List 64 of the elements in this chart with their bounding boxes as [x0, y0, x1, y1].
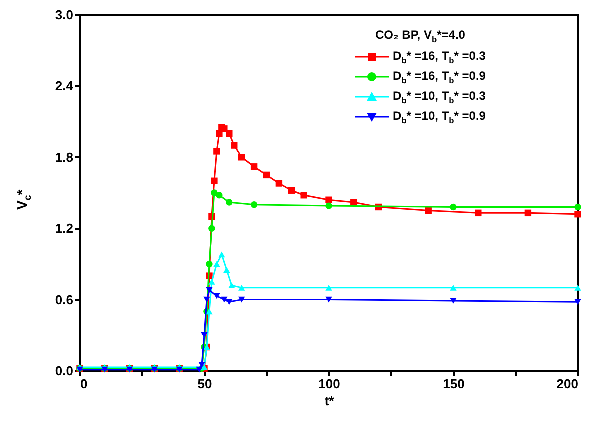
- point: [226, 130, 233, 138]
- x-tick-label: 100: [318, 376, 340, 392]
- point: [211, 178, 218, 184]
- point: [574, 299, 582, 306]
- point: [216, 192, 223, 199]
- y-tick-label: 0.6: [55, 292, 74, 308]
- point: [206, 260, 213, 268]
- point: [326, 296, 332, 303]
- point: [450, 285, 457, 291]
- x-axis-title: t*: [324, 394, 336, 408]
- y-tick-label: 3.0: [55, 8, 74, 22]
- legend-label: D$_{b}$* =16, T$_{b}$* =0.3: [393, 49, 486, 66]
- point: [250, 202, 258, 208]
- point: [238, 154, 246, 161]
- x-tick-label: 50: [198, 376, 212, 392]
- point: [196, 366, 203, 373]
- y-tick-label: 1.2: [55, 221, 74, 236]
- point: [214, 293, 220, 300]
- point: [238, 296, 246, 303]
- point: [425, 207, 432, 214]
- point: [211, 190, 218, 196]
- point: [226, 199, 233, 206]
- point: [206, 287, 213, 294]
- legend-label: D$_{b}$* =16, T$_{b}$* =0.9: [393, 69, 486, 86]
- point: [224, 267, 230, 274]
- point: [198, 362, 206, 368]
- point: [263, 172, 270, 179]
- legend-title: CO₂ BP, V$_{b}$*=4.0: [374, 28, 466, 44]
- point: [450, 204, 457, 211]
- point: [524, 210, 532, 217]
- point: [214, 261, 220, 268]
- point: [228, 282, 236, 288]
- point: [288, 187, 296, 194]
- point: [206, 308, 213, 315]
- point: [574, 204, 582, 211]
- point: [208, 279, 216, 285]
- point: [574, 211, 582, 218]
- point: [326, 196, 332, 204]
- point: [574, 285, 582, 291]
- point: [326, 202, 332, 210]
- point: [214, 148, 220, 155]
- point: [208, 225, 216, 232]
- y-tick-label: 0.0: [55, 364, 74, 378]
- point: [221, 296, 228, 303]
- point: [475, 210, 482, 217]
- point: [201, 332, 208, 338]
- point: [231, 142, 238, 149]
- point: [450, 298, 457, 304]
- point: [204, 296, 210, 303]
- point: [300, 192, 308, 199]
- y-tick-label: 2.4: [55, 78, 74, 94]
- legend-label: D$_{b}$* =10, T$_{b}$* =0.3: [393, 89, 486, 106]
- x-tick-label: 0: [80, 376, 88, 392]
- y-tick-label: 1.8: [55, 150, 74, 165]
- point: [326, 285, 332, 291]
- x-tick-label: 200: [556, 376, 578, 392]
- point: [226, 299, 233, 306]
- point: [350, 199, 358, 206]
- point: [238, 285, 246, 291]
- legend-label: D$_{b}$* =10, T$_{b}$* =0.9: [393, 109, 486, 126]
- x-tick-label: 150: [443, 376, 465, 392]
- point: [250, 164, 258, 170]
- point: [218, 252, 226, 258]
- point: [276, 180, 283, 187]
